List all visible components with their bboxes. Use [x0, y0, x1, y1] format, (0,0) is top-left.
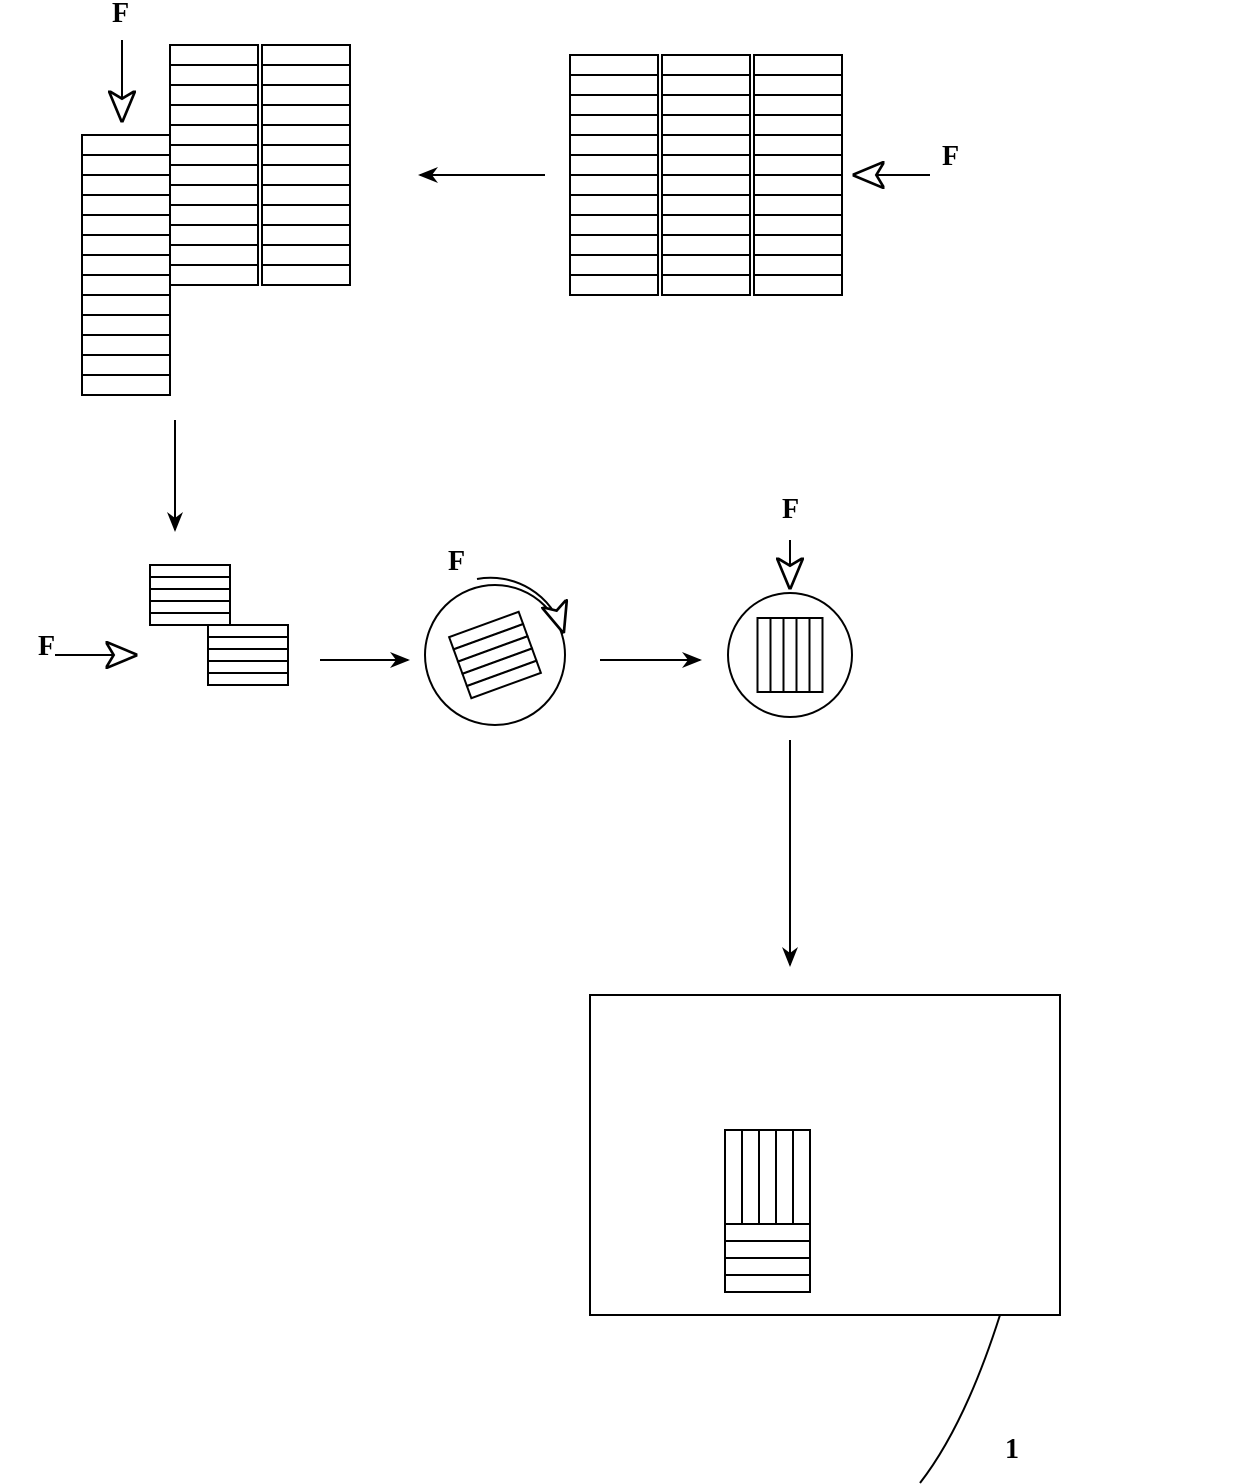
- container-box: [590, 995, 1060, 1315]
- force-label-mid-right: F: [782, 494, 799, 525]
- diagram-canvas: F F F F F 1: [0, 0, 1240, 1484]
- force-label-top-left: F: [112, 0, 129, 29]
- reference-label-1: 1: [1005, 1434, 1019, 1465]
- force-label-mid-center: F: [448, 546, 465, 577]
- force-label-mid-left: F: [38, 631, 55, 662]
- rotation-circle-tilted: [425, 585, 565, 725]
- reference-leader-1: [920, 1315, 1000, 1483]
- rotation-circle-upright: [728, 593, 852, 717]
- force-label-top-right: F: [942, 141, 959, 172]
